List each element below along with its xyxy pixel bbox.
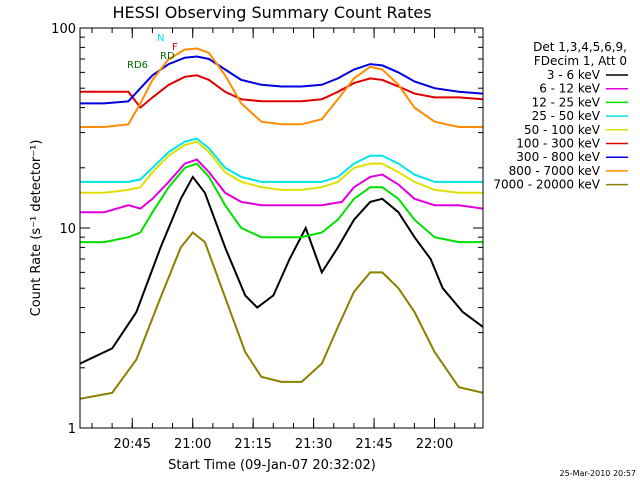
legend-header: Det 1,3,4,5,6,9,	[533, 40, 627, 54]
chart-title: HESSI Observing Summary Count Rates	[112, 3, 431, 22]
legend-label: 7000 - 20000 keV	[493, 178, 600, 192]
legend: Det 1,3,4,5,6,9,FDecim 1, Att 03 - 6 keV…	[493, 40, 628, 192]
legend-label: 25 - 50 keV	[532, 109, 601, 123]
x-tick-label: 21:30	[295, 437, 332, 452]
axes: 1 10 100 20:45 21:00 21:15 21:30 21:45 22:00	[51, 22, 484, 452]
series-line-7	[80, 47, 483, 128]
series-line-4	[80, 140, 483, 194]
flag-label: N	[157, 33, 164, 44]
legend-label: 800 - 7000 keV	[509, 164, 601, 178]
series-line-3	[80, 137, 483, 183]
legend-label: 300 - 800 keV	[516, 150, 600, 164]
series-line-8	[80, 231, 483, 400]
x-tick-label: 21:00	[174, 437, 211, 452]
y-axis-label: Count Rate (s⁻¹ detector⁻¹)	[29, 140, 44, 317]
x-axis-label: Start Time (09-Jan-07 20:32:02)	[168, 458, 376, 473]
flag-label: RD6	[127, 60, 148, 71]
legend-label: 3 - 6 keV	[547, 68, 601, 82]
series-line-2	[80, 162, 483, 244]
series-line-1	[80, 158, 483, 214]
series-line-0	[80, 175, 483, 365]
x-tick-label: 21:45	[355, 437, 392, 452]
x-tick-label: 22:00	[416, 437, 453, 452]
y-tick-label: 10	[59, 222, 76, 237]
legend-label: 100 - 300 keV	[516, 137, 600, 151]
series-line-6	[80, 55, 483, 105]
flag-label: RD	[160, 51, 175, 62]
flag-label: F	[172, 42, 178, 53]
x-tick-label: 20:45	[114, 437, 151, 452]
y-tick-label: 100	[51, 22, 76, 37]
legend-header: FDecim 1, Att 0	[534, 54, 627, 68]
footer-timestamp: 25-Mar-2010 20:57	[560, 469, 637, 478]
legend-label: 50 - 100 keV	[524, 123, 601, 137]
legend-label: 12 - 25 keV	[532, 95, 601, 109]
legend-label: 6 - 12 keV	[539, 82, 601, 96]
y-tick-label: 1	[68, 422, 76, 437]
x-tick-label: 21:15	[234, 437, 271, 452]
plot-area	[80, 47, 483, 400]
